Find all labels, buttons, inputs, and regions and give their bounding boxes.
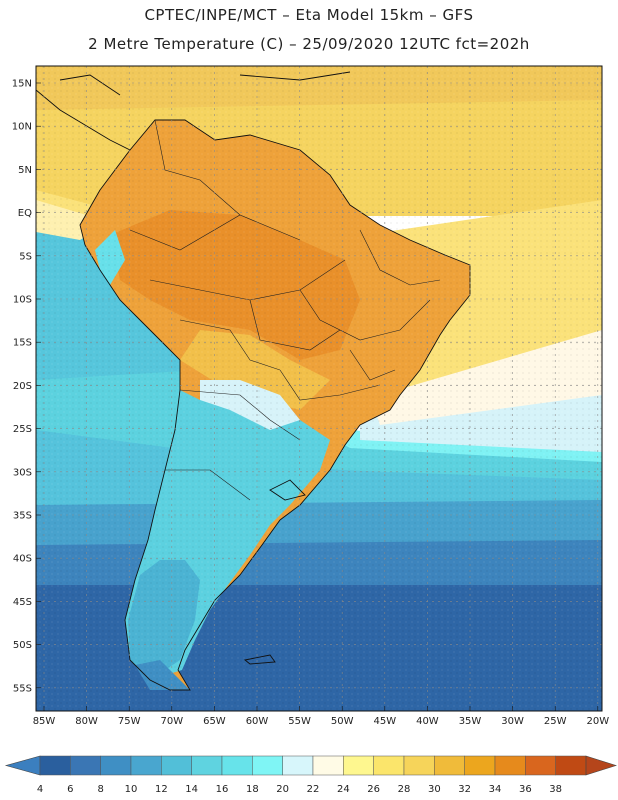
colorbar-tick-label: 20 <box>276 784 289 795</box>
lat-label: 15S <box>13 338 32 349</box>
colorbar-swatch <box>373 755 405 776</box>
lat-label: 45S <box>13 597 32 608</box>
lon-label: 35W <box>459 716 482 727</box>
lon-label: 40W <box>416 716 439 727</box>
lat-label: 10N <box>12 122 32 133</box>
colorbar-tick-label: 16 <box>216 784 229 795</box>
colorbar-swatch <box>282 755 314 776</box>
lat-label: 55S <box>13 683 32 694</box>
map-title: CPTEC/INPE/MCT – Eta Model 15km – GFS <box>144 6 474 24</box>
colorbar-tick-label: 32 <box>458 784 471 795</box>
colorbar-tick-label: 6 <box>67 784 73 795</box>
lat-label: 25S <box>13 424 32 435</box>
longitude-labels: 85W 80W 75W 70W 65W 60W 55W 50W 45W 40W 35W 30W 25W 2… <box>33 716 610 727</box>
lon-label: 60W <box>246 716 269 727</box>
colorbar-swatch <box>221 755 253 776</box>
colorbar-swatch <box>70 755 101 776</box>
colorbar-tick-label: 22 <box>307 784 320 795</box>
map-frame <box>35 65 603 712</box>
lon-label: 75W <box>118 716 141 727</box>
colorbar-swatch <box>312 755 344 776</box>
lon-label: 25W <box>544 716 567 727</box>
latitude-labels: 15N 10N 5N EQ 5S 10S 15S 20S 25S 30S 35S 40S 45S 50S 5… <box>12 79 32 695</box>
lon-label: 50W <box>331 716 354 727</box>
lat-label: 10S <box>13 295 32 306</box>
colorbar-tick-label: 18 <box>246 784 259 795</box>
colorbar: 4 6 8 10 12 14 16 18 20 22 24 26 28 30 32 34 36 38 <box>4 755 617 795</box>
colorbar-swatch <box>252 755 283 776</box>
lat-label: 30S <box>13 467 32 478</box>
lat-label: 35S <box>13 511 32 522</box>
colorbar-tick-label: 36 <box>519 784 532 795</box>
lon-label: 85W <box>33 716 56 727</box>
lat-label: 15N <box>12 79 32 90</box>
lat-label: 40S <box>13 554 32 565</box>
colorbar-swatch <box>130 755 162 776</box>
colorbar-swatch <box>434 755 465 776</box>
colorbar-swatch <box>403 755 435 776</box>
colorbar-tick-label: 12 <box>155 784 168 795</box>
colorbar-swatch <box>464 755 496 776</box>
colorbar-tick-label: 30 <box>428 784 441 795</box>
map-subtitle: 2 Metre Temperature (C) – 25/09/2020 12U… <box>88 35 530 53</box>
lat-label: 5S <box>19 251 32 262</box>
lon-label: 30W <box>501 716 524 727</box>
colorbar-tick-label: 8 <box>97 784 103 795</box>
colorbar-tick-label: 4 <box>37 784 43 795</box>
colorbar-tick-label: 26 <box>367 784 380 795</box>
lat-lon-grid <box>36 66 602 711</box>
colorbar-swatch <box>161 755 192 776</box>
lon-label: 65W <box>203 716 226 727</box>
colorbar-swatch <box>525 755 556 776</box>
lon-label: 55W <box>288 716 311 727</box>
country-borders <box>129 119 441 501</box>
lon-label: 70W <box>160 716 183 727</box>
colorbar-swatch <box>555 755 587 776</box>
colorbar-left-arrow <box>4 755 41 776</box>
colorbar-swatch <box>343 755 374 776</box>
colorbar-swatch <box>100 755 132 776</box>
lat-label: 5N <box>18 165 32 176</box>
colorbar-right-arrow <box>585 755 617 776</box>
colorbar-tick-label: 24 <box>337 784 350 795</box>
lon-label: 80W <box>75 716 98 727</box>
lat-label: 20S <box>13 381 32 392</box>
lat-label: EQ <box>18 208 32 219</box>
colorbar-swatch <box>494 755 526 776</box>
lon-label: 45W <box>373 716 396 727</box>
colorbar-tick-label: 34 <box>489 784 502 795</box>
lat-label: 50S <box>13 640 32 651</box>
colorbar-tick-label: 38 <box>549 784 562 795</box>
map-field <box>36 66 602 711</box>
colorbar-swatch <box>39 755 71 776</box>
colorbar-tick-label: 14 <box>185 784 198 795</box>
colorbar-tick-label: 28 <box>398 784 411 795</box>
colorbar-swatch <box>191 755 223 776</box>
colorbar-tick-label: 10 <box>125 784 138 795</box>
lon-label: 20W <box>586 716 609 727</box>
